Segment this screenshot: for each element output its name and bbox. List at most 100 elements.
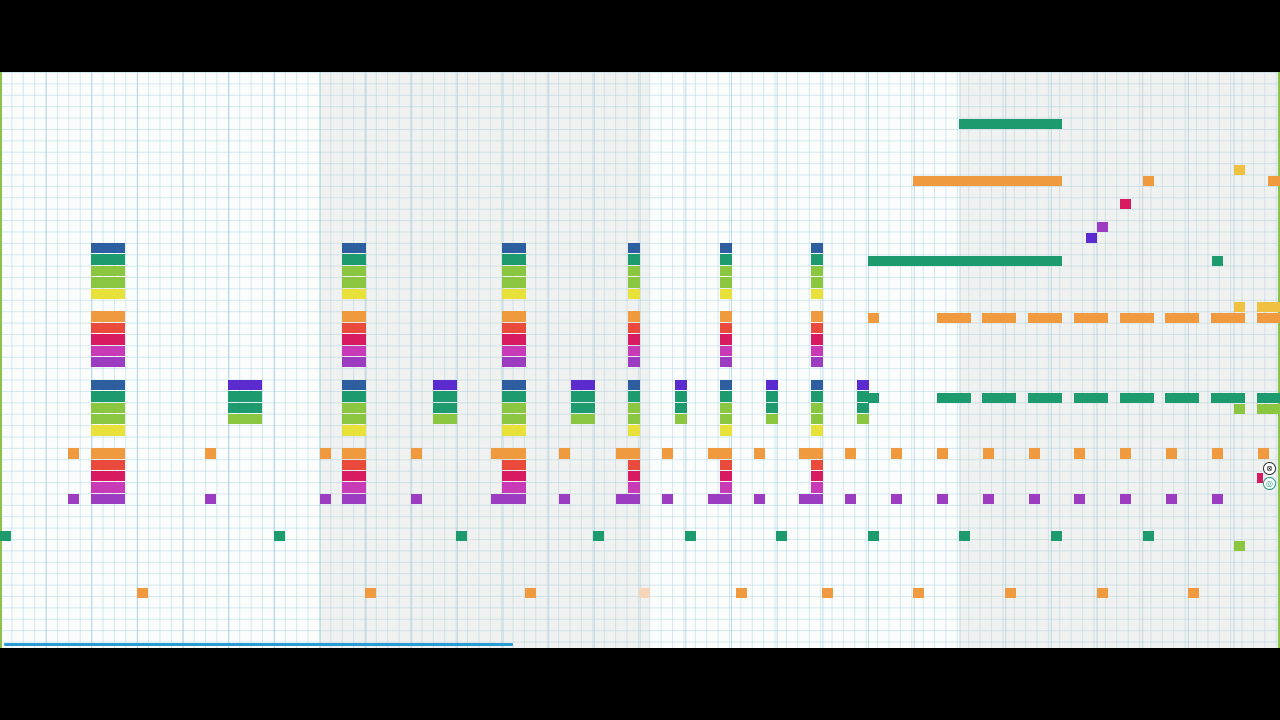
note-190[interactable] [776, 531, 787, 542]
note-161[interactable] [68, 493, 79, 505]
note-40[interactable] [342, 459, 366, 470]
note-88[interactable] [720, 288, 732, 299]
note-199[interactable] [822, 588, 833, 599]
note-21[interactable] [228, 391, 262, 402]
note-41[interactable] [342, 471, 366, 482]
note-144[interactable] [68, 448, 79, 459]
note-4[interactable] [91, 288, 125, 299]
note-7[interactable] [91, 334, 125, 345]
loop-icon[interactable]: ◎ [1263, 477, 1276, 490]
note-78[interactable] [628, 425, 640, 436]
note-35[interactable] [342, 391, 366, 402]
note-75[interactable] [628, 391, 640, 402]
note-124[interactable] [433, 379, 457, 391]
note-116[interactable] [811, 402, 823, 413]
note-29[interactable] [342, 311, 366, 322]
note-235[interactable] [1234, 404, 1245, 414]
note-1[interactable] [91, 254, 125, 265]
note-160[interactable] [1258, 448, 1269, 459]
note-128[interactable] [571, 379, 595, 391]
note-70[interactable] [628, 322, 640, 334]
note-110[interactable] [811, 322, 823, 334]
note-24[interactable] [342, 243, 366, 254]
note-170[interactable] [937, 493, 948, 505]
note-175[interactable] [1166, 493, 1177, 505]
note-233[interactable] [1210, 393, 1245, 403]
note-212[interactable] [1212, 256, 1223, 266]
note-204[interactable] [639, 588, 650, 599]
note-228[interactable] [982, 393, 1017, 403]
note-108[interactable] [811, 288, 823, 299]
note-215[interactable] [1234, 302, 1245, 312]
note-135[interactable] [675, 414, 687, 425]
note-95[interactable] [720, 391, 732, 402]
note-152[interactable] [891, 448, 902, 459]
note-182[interactable] [708, 493, 732, 505]
note-26[interactable] [342, 265, 366, 277]
note-132[interactable] [675, 379, 687, 391]
note-13[interactable] [91, 414, 125, 425]
note-189[interactable] [685, 531, 696, 542]
note-147[interactable] [411, 448, 422, 459]
note-42[interactable] [342, 482, 366, 493]
note-30[interactable] [342, 322, 366, 334]
note-69[interactable] [628, 311, 640, 322]
note-185[interactable] [0, 531, 11, 542]
note-53[interactable] [502, 357, 526, 368]
note-168[interactable] [845, 493, 856, 505]
note-45[interactable] [502, 254, 526, 265]
note-154[interactable] [983, 448, 994, 459]
note-203[interactable] [1188, 588, 1199, 599]
note-58[interactable] [502, 425, 526, 436]
note-15[interactable] [91, 448, 125, 459]
note-92[interactable] [720, 345, 732, 356]
note-48[interactable] [502, 288, 526, 299]
note-210[interactable] [1097, 222, 1108, 232]
note-107[interactable] [811, 277, 823, 288]
note-55[interactable] [502, 391, 526, 402]
note-195[interactable] [137, 588, 148, 599]
note-139[interactable] [766, 414, 778, 425]
note-176[interactable] [1212, 493, 1223, 505]
note-98[interactable] [720, 425, 732, 436]
note-202[interactable] [1097, 588, 1108, 599]
note-90[interactable] [720, 322, 732, 334]
note-33[interactable] [342, 357, 366, 368]
note-140[interactable] [857, 379, 869, 391]
note-84[interactable] [720, 243, 732, 254]
note-96[interactable] [720, 402, 732, 413]
note-100[interactable] [720, 459, 732, 470]
note-106[interactable] [811, 265, 823, 277]
note-169[interactable] [891, 493, 902, 505]
note-52[interactable] [502, 345, 526, 356]
note-19[interactable] [91, 493, 125, 505]
note-201[interactable] [1005, 588, 1016, 599]
note-87[interactable] [720, 277, 732, 288]
note-173[interactable] [1074, 493, 1085, 505]
note-66[interactable] [628, 265, 640, 277]
note-3[interactable] [91, 277, 125, 288]
note-179[interactable] [616, 448, 640, 459]
note-60[interactable] [502, 459, 526, 470]
note-101[interactable] [720, 471, 732, 482]
note-237[interactable] [1234, 541, 1245, 551]
note-51[interactable] [502, 334, 526, 345]
note-234[interactable] [1256, 393, 1280, 403]
note-221[interactable] [1073, 313, 1108, 323]
note-14[interactable] [91, 425, 125, 436]
note-223[interactable] [1165, 313, 1200, 323]
note-0[interactable] [91, 243, 125, 254]
note-47[interactable] [502, 277, 526, 288]
note-10[interactable] [91, 379, 125, 391]
note-229[interactable] [1028, 393, 1063, 403]
note-105[interactable] [811, 254, 823, 265]
note-230[interactable] [1073, 393, 1108, 403]
note-174[interactable] [1120, 493, 1131, 505]
note-187[interactable] [456, 531, 467, 542]
note-34[interactable] [342, 379, 366, 391]
note-225[interactable] [1256, 313, 1280, 323]
note-197[interactable] [525, 588, 536, 599]
note-121[interactable] [811, 471, 823, 482]
note-198[interactable] [736, 588, 747, 599]
note-89[interactable] [720, 311, 732, 322]
